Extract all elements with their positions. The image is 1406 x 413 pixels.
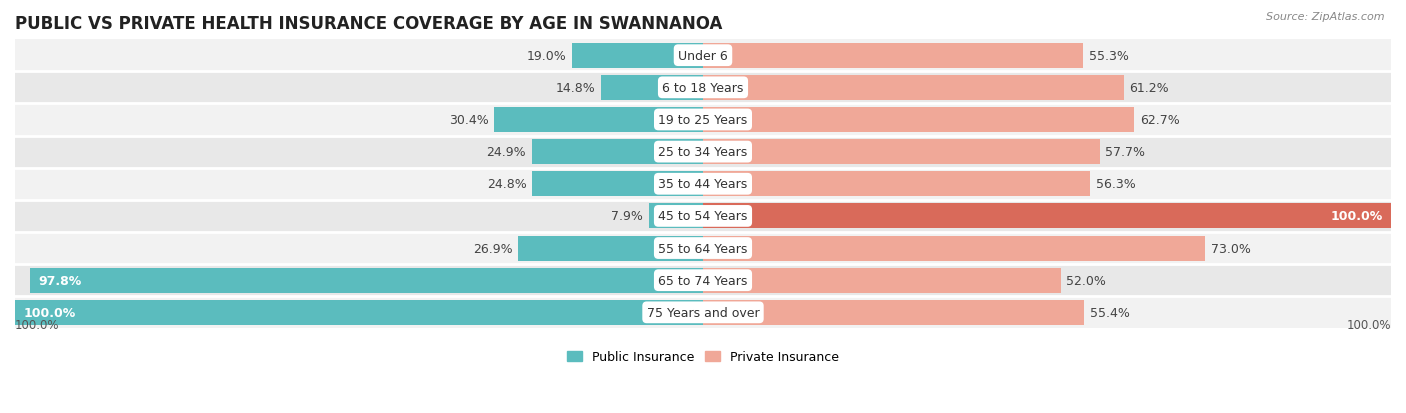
Text: 56.3%: 56.3% <box>1095 178 1136 191</box>
Bar <box>15 40 1391 72</box>
Text: 24.9%: 24.9% <box>486 146 526 159</box>
Bar <box>15 300 703 325</box>
Bar <box>15 233 1391 264</box>
Bar <box>531 140 703 165</box>
Text: PUBLIC VS PRIVATE HEALTH INSURANCE COVERAGE BY AGE IN SWANNANOA: PUBLIC VS PRIVATE HEALTH INSURANCE COVER… <box>15 15 723 33</box>
Text: 65 to 74 Years: 65 to 74 Years <box>658 274 748 287</box>
Text: 24.8%: 24.8% <box>486 178 527 191</box>
Text: 100.0%: 100.0% <box>1347 318 1391 331</box>
Bar <box>703 268 1060 293</box>
Text: 100.0%: 100.0% <box>24 306 76 319</box>
Text: 75 Years and over: 75 Years and over <box>647 306 759 319</box>
Bar <box>15 104 1391 136</box>
Text: 55.4%: 55.4% <box>1090 306 1129 319</box>
Bar <box>703 172 1090 197</box>
Text: 97.8%: 97.8% <box>38 274 82 287</box>
Text: 61.2%: 61.2% <box>1129 82 1170 95</box>
Text: 62.7%: 62.7% <box>1140 114 1180 127</box>
Text: Source: ZipAtlas.com: Source: ZipAtlas.com <box>1267 12 1385 22</box>
Text: 55.3%: 55.3% <box>1090 50 1129 62</box>
Text: 6 to 18 Years: 6 to 18 Years <box>662 82 744 95</box>
Bar <box>15 168 1391 200</box>
Legend: Public Insurance, Private Insurance: Public Insurance, Private Insurance <box>562 346 844 368</box>
Bar <box>703 300 1084 325</box>
Bar <box>703 108 1135 133</box>
Text: 73.0%: 73.0% <box>1211 242 1250 255</box>
Bar <box>703 140 1099 165</box>
Text: 100.0%: 100.0% <box>15 318 59 331</box>
Bar <box>15 72 1391 104</box>
Bar <box>703 204 1391 229</box>
Text: 14.8%: 14.8% <box>555 82 596 95</box>
Bar <box>15 264 1391 297</box>
Bar <box>703 43 1084 69</box>
Text: 55 to 64 Years: 55 to 64 Years <box>658 242 748 255</box>
Bar <box>572 43 703 69</box>
Bar <box>648 204 703 229</box>
Bar <box>30 268 703 293</box>
Text: 57.7%: 57.7% <box>1105 146 1146 159</box>
Bar <box>703 76 1123 101</box>
Text: 19.0%: 19.0% <box>527 50 567 62</box>
Text: 19 to 25 Years: 19 to 25 Years <box>658 114 748 127</box>
Text: 100.0%: 100.0% <box>1330 210 1382 223</box>
Bar <box>533 172 703 197</box>
Bar <box>517 236 703 261</box>
Text: 30.4%: 30.4% <box>449 114 488 127</box>
Text: 45 to 54 Years: 45 to 54 Years <box>658 210 748 223</box>
Text: 7.9%: 7.9% <box>612 210 643 223</box>
Bar <box>15 200 1391 233</box>
Text: 26.9%: 26.9% <box>472 242 512 255</box>
Text: 52.0%: 52.0% <box>1066 274 1107 287</box>
Bar <box>15 297 1391 329</box>
Text: 35 to 44 Years: 35 to 44 Years <box>658 178 748 191</box>
Text: 25 to 34 Years: 25 to 34 Years <box>658 146 748 159</box>
Bar <box>15 136 1391 168</box>
Bar <box>703 236 1205 261</box>
Bar <box>602 76 703 101</box>
Text: Under 6: Under 6 <box>678 50 728 62</box>
Bar <box>494 108 703 133</box>
